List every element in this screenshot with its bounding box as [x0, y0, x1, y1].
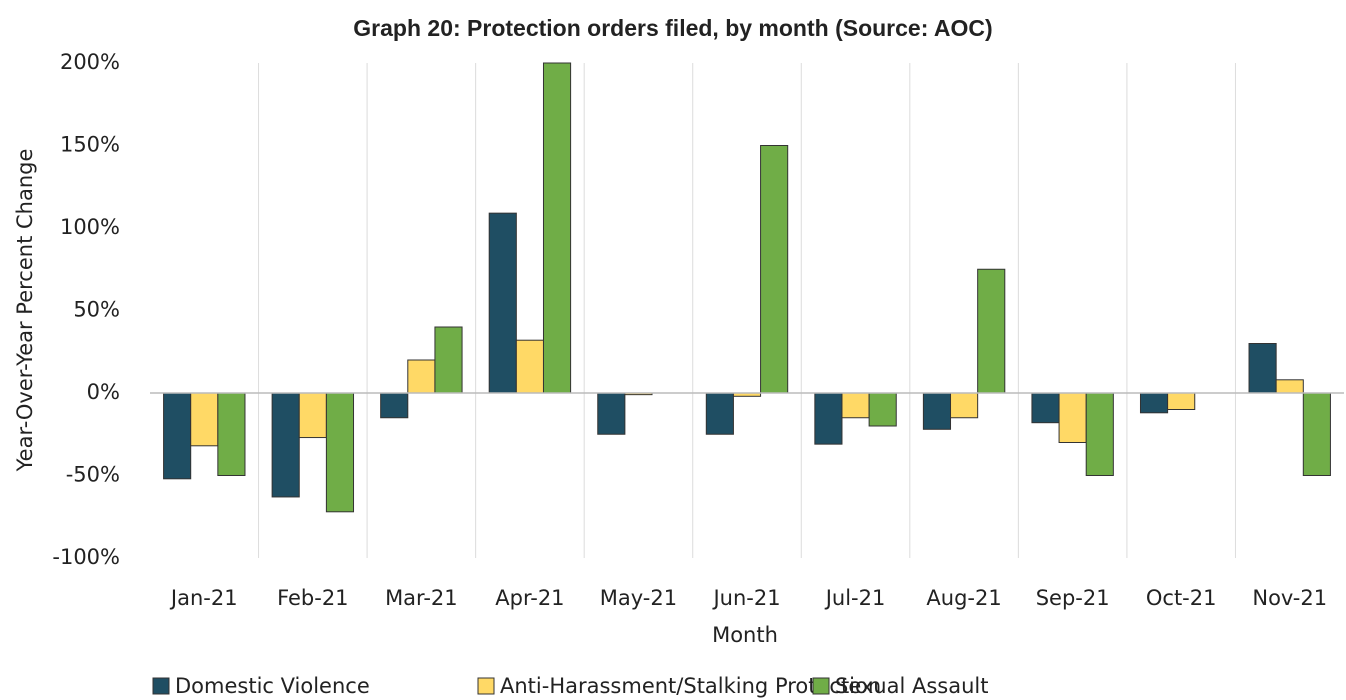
x-tick-label: Oct-21 [1146, 586, 1217, 610]
legend-swatch [477, 677, 495, 695]
x-tick-label: Feb-21 [277, 586, 348, 610]
bar [542, 62, 572, 394]
y-tick-label: -100% [52, 545, 120, 569]
chart-title: Graph 20: Protection orders filed, by mo… [353, 15, 992, 41]
bar [163, 392, 192, 480]
bar [190, 392, 219, 447]
bar [380, 392, 409, 419]
x-tick-label: Jun-21 [711, 586, 780, 610]
bar [298, 392, 327, 439]
bar [950, 392, 979, 419]
bar [760, 145, 789, 394]
x-tick-label: Aug-21 [926, 586, 1001, 610]
bar [1139, 392, 1169, 414]
y-axis-label: Year-Over-Year Percent Change [13, 149, 37, 473]
bar [868, 392, 897, 427]
x-tick-label: Mar-21 [385, 586, 458, 610]
bar [705, 392, 734, 435]
bar [325, 392, 355, 513]
bar [1058, 392, 1087, 443]
legend-label: Sexual Assault [835, 674, 989, 698]
bar [271, 392, 300, 498]
y-tick-label: 100% [60, 215, 120, 239]
bar [515, 339, 544, 394]
bar [1167, 392, 1196, 410]
bar [977, 268, 1006, 394]
bar [434, 326, 463, 394]
x-tick-label: Jan-21 [169, 586, 238, 610]
bar [922, 392, 952, 430]
bar [217, 392, 246, 476]
bar [814, 392, 843, 445]
x-tick-label: May-21 [600, 586, 677, 610]
x-tick-label: Nov-21 [1252, 586, 1327, 610]
bar [488, 212, 517, 394]
y-tick-label: 200% [60, 50, 120, 74]
x-axis-label: Month [712, 623, 778, 647]
bar [1275, 379, 1304, 394]
bar [1248, 343, 1277, 394]
x-tick-label: Sep-21 [1036, 586, 1110, 610]
bar [597, 392, 626, 435]
x-tick-label: Jul-21 [824, 586, 886, 610]
y-tick-label: 0% [87, 380, 120, 404]
legend-swatch [812, 677, 830, 695]
bar [1302, 392, 1331, 476]
bar [841, 392, 870, 419]
y-tick-label: 150% [60, 133, 120, 157]
bar [1085, 392, 1114, 476]
y-tick-label: -50% [66, 463, 120, 487]
y-tick-label: 50% [73, 298, 120, 322]
bar [1031, 392, 1060, 424]
bar [407, 359, 436, 394]
legend-label: Domestic Violence [175, 674, 370, 698]
x-tick-label: Apr-21 [495, 586, 564, 610]
legend-swatch [152, 677, 170, 695]
